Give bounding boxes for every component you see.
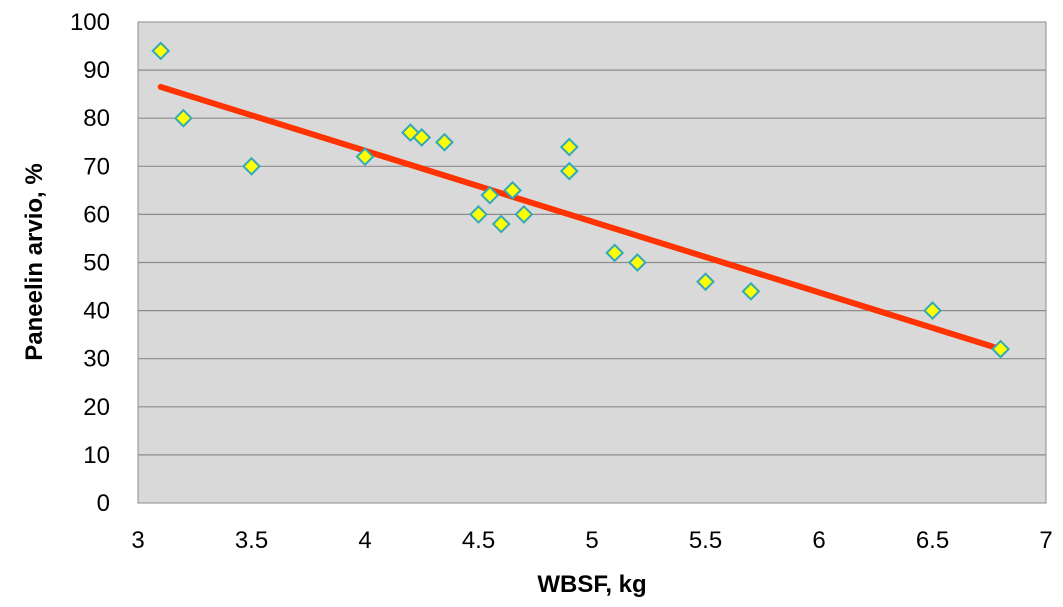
x-tick-label-0: 3 <box>131 527 144 554</box>
gridlines <box>138 69 1046 456</box>
y-tick-labels: 0 10 20 30 40 50 60 70 80 90 100 <box>70 9 110 517</box>
y-tick-label-10: 100 <box>70 9 110 36</box>
data-point-14 <box>605 243 625 263</box>
x-tick-label-1: 3.5 <box>235 527 268 554</box>
data-point-5 <box>412 128 432 147</box>
y-tick-label-8: 80 <box>83 105 110 132</box>
trendline-group <box>157 83 1004 353</box>
y-tick-label-4: 40 <box>83 298 110 325</box>
y-axis-title: Paneelin arvio, % <box>21 163 48 360</box>
data-point-6 <box>435 132 454 152</box>
y-tick-label-2: 20 <box>83 394 110 421</box>
data-point-12 <box>559 137 579 157</box>
data-point-7 <box>469 204 488 224</box>
x-tick-label-3: 4.5 <box>462 527 495 554</box>
data-point-8 <box>480 185 500 205</box>
y-tick-label-5: 50 <box>83 250 110 277</box>
data-point-0 <box>151 41 171 61</box>
data-point-15 <box>627 253 647 272</box>
data-point-19 <box>991 339 1011 359</box>
data-point-13 <box>559 161 579 181</box>
data-point-18 <box>923 301 942 321</box>
data-point-9 <box>491 214 511 234</box>
x-tick-labels: 3 3.5 4 4.5 5 5.5 6 6.5 7 <box>131 527 1052 554</box>
x-tick-label-4: 5 <box>585 527 598 554</box>
data-point-17 <box>741 281 761 301</box>
y-tick-label-6: 60 <box>83 201 110 228</box>
data-points <box>151 41 1011 359</box>
x-tick-label-5: 5.5 <box>689 527 722 554</box>
trendline <box>157 83 1004 353</box>
x-axis-title: WBSF, kg <box>537 571 646 598</box>
x-tick-label-8: 7 <box>1039 527 1052 554</box>
x-tick-label-7: 6.5 <box>916 527 949 554</box>
data-point-16 <box>696 272 715 292</box>
data-point-10 <box>503 180 522 200</box>
x-tick-label-6: 6 <box>812 527 825 554</box>
y-tick-label-0: 0 <box>97 490 110 517</box>
data-point-3 <box>355 147 375 167</box>
data-point-1 <box>173 108 193 128</box>
data-point-11 <box>514 204 534 224</box>
x-tick-label-2: 4 <box>358 527 371 554</box>
y-tick-label-1: 10 <box>83 442 110 469</box>
y-tick-label-9: 90 <box>83 57 110 84</box>
data-point-2 <box>242 156 261 176</box>
y-tick-label-3: 30 <box>83 346 110 373</box>
y-tick-label-7: 70 <box>83 153 110 180</box>
